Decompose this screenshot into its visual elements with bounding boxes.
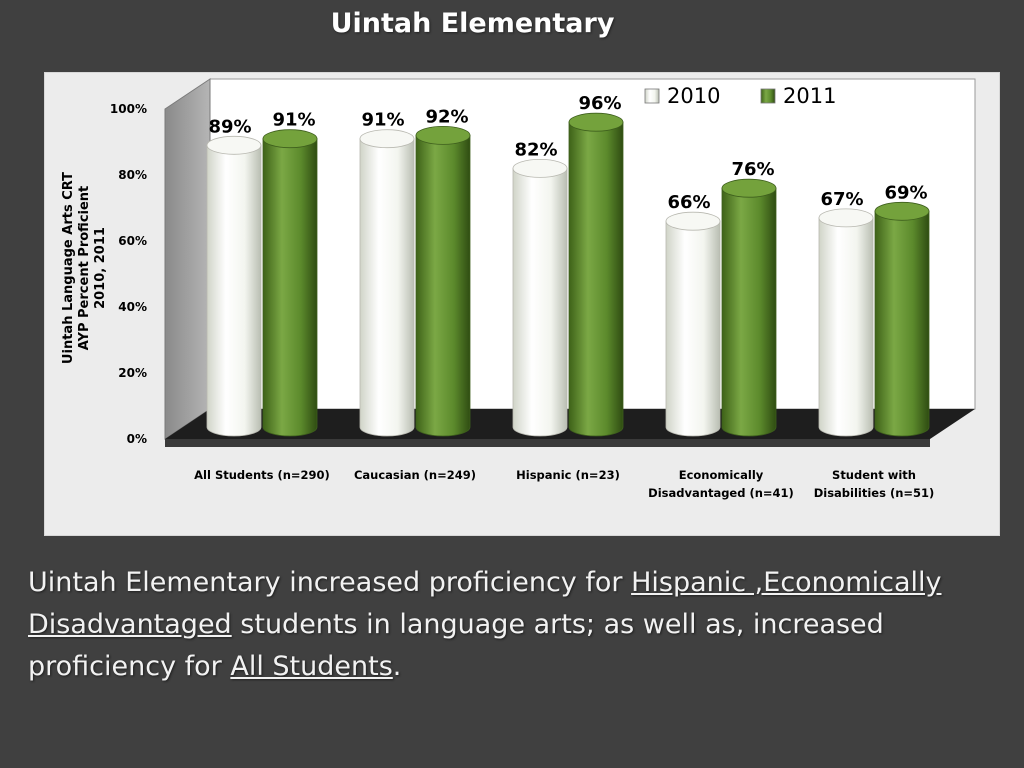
- x-tick-label-line: Economically: [679, 468, 764, 482]
- data-label: 76%: [731, 159, 774, 180]
- data-label: 67%: [820, 189, 863, 210]
- bar-top-2010: [665, 211, 721, 231]
- bar-2011: [568, 121, 624, 437]
- bar-2011: [262, 138, 318, 437]
- y-axis-title: Uintah Language Arts CRTAYP Percent Prof…: [61, 172, 108, 364]
- caption-text: Uintah Elementary increased proficiency …: [28, 567, 632, 598]
- bar-top-2011: [568, 112, 624, 132]
- bar-top-2011: [415, 126, 471, 145]
- bar-top-2011: [721, 178, 777, 198]
- x-tick-label-line: Student with: [832, 468, 916, 482]
- data-label: 89%: [208, 116, 251, 137]
- caption-highlight: Hispanic ,Economically Disadvantaged: [28, 567, 942, 640]
- data-label: 82%: [514, 139, 557, 160]
- legend-swatch-2011: [760, 88, 776, 104]
- y-axis-title-line: Uintah Language Arts CRT: [61, 172, 76, 364]
- x-tick-label-line: Caucasian (n=249): [354, 468, 476, 482]
- bar-top-2010: [512, 159, 568, 178]
- x-tick-label-line: Disadvantaged (n=41): [648, 486, 794, 500]
- data-label: 66%: [667, 192, 710, 213]
- bar-top-2011: [874, 201, 930, 221]
- legend-label: 2010: [667, 84, 720, 108]
- x-tick-label: Hispanic (n=23): [516, 468, 620, 482]
- bar-top-2010: [206, 135, 262, 155]
- chart-area: 0% 20% 40% 60% 80% 100% Uintah Language Arts C…: [44, 72, 1000, 536]
- legend-label: 2011: [783, 84, 836, 108]
- x-tick-label-line: Hispanic (n=23): [516, 468, 620, 482]
- bar-2010: [359, 138, 415, 437]
- data-label: 91%: [361, 110, 404, 131]
- y-tick-label: 100%: [110, 102, 147, 116]
- y-tick-label: 60%: [118, 234, 147, 248]
- y-axis-title-line: AYP Percent Proficient: [77, 186, 92, 351]
- x-tick-label: Student with Disabilities (n=51): [814, 468, 935, 500]
- data-label: 96%: [578, 93, 621, 114]
- x-tick-label: Caucasian (n=249): [354, 468, 476, 482]
- slide-title: Uintah Elementary: [330, 8, 615, 39]
- caption-highlight: All Students: [230, 651, 393, 682]
- x-tick-label-line: Disabilities (n=51): [814, 486, 935, 500]
- x-tick-label-line: All Students (n=290): [194, 468, 330, 482]
- data-label: 92%: [425, 106, 468, 127]
- bar-2010: [665, 220, 721, 437]
- y-tick-label: 40%: [118, 300, 147, 314]
- data-label: 91%: [272, 110, 315, 131]
- bar-top-2011: [262, 129, 318, 149]
- slide-caption: Uintah Elementary increased proficiency …: [28, 562, 1018, 688]
- legend-swatch-2010: [644, 88, 660, 104]
- y-tick-label: 0%: [127, 432, 147, 446]
- x-tick-label: Economically Disadvantaged (n=41): [648, 468, 794, 500]
- y-axis-title-line: 2010, 2011: [93, 227, 108, 309]
- caption-text: .: [392, 651, 402, 682]
- bar-2011: [415, 135, 471, 437]
- chart-floor-edge: [165, 439, 930, 447]
- y-tick-label: 80%: [118, 168, 147, 182]
- data-label: 69%: [884, 182, 927, 203]
- x-tick-label: All Students (n=290): [194, 468, 330, 482]
- chart-side-wall: [164, 78, 211, 440]
- bar-2010: [818, 217, 874, 437]
- bar-2011: [874, 210, 930, 437]
- bar-2010: [206, 144, 262, 437]
- bar-top-2010: [818, 208, 874, 228]
- y-tick-label: 20%: [118, 366, 147, 380]
- bar-top-2010: [359, 129, 415, 149]
- bar-chart: 0% 20% 40% 60% 80% 100% Uintah Language Arts C…: [61, 78, 976, 500]
- bar-2010: [512, 168, 568, 437]
- bar-2011: [721, 187, 777, 437]
- caption-text: students in language arts; as well as, i…: [28, 609, 884, 682]
